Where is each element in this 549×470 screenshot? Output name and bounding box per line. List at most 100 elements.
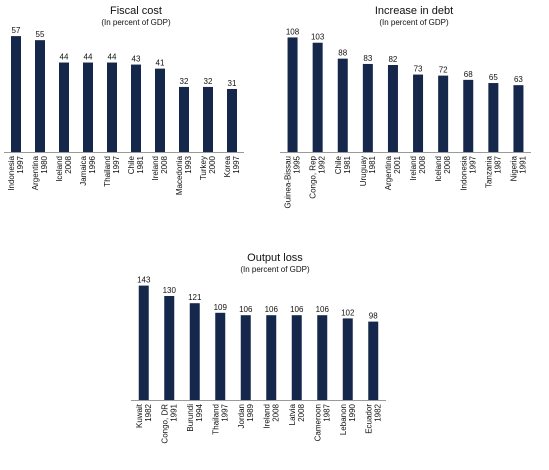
output-loss-value-label-1: 143 <box>137 276 151 285</box>
increase-in-debt-value-label-3: 88 <box>338 49 347 58</box>
increase-in-debt-subtitle: (In percent of GDP) <box>379 18 449 27</box>
output-loss-category-year-8: 1987 <box>322 403 331 421</box>
fiscal-cost-category-year-1: 1997 <box>16 155 25 173</box>
increase-in-debt-category-name-9: Tanzania <box>484 155 493 188</box>
increase-in-debt-bar-2 <box>312 42 323 153</box>
output-loss-value-label-9: 102 <box>341 308 355 317</box>
fiscal-cost-value-label-1: 57 <box>12 26 21 35</box>
fiscal-cost-category-year-8: 1993 <box>184 155 193 173</box>
increase-in-debt-category-label-10: Nigeria1991 <box>509 155 527 181</box>
output-loss-category-year-9: 1990 <box>348 403 357 421</box>
output-loss-category-year-10: 1982 <box>373 403 382 421</box>
fiscal-cost-bar-7 <box>155 68 165 152</box>
increase-in-debt-category-year-5: 2001 <box>393 155 402 173</box>
fiscal-cost-bar-4 <box>83 62 93 152</box>
increase-in-debt-category-year-1: 1995 <box>293 155 302 173</box>
increase-in-debt-category-name-4: Uruguay <box>359 156 368 186</box>
output-loss-category-year-2: 1991 <box>169 403 178 421</box>
fiscal-cost-chart: Fiscal cost (In percent of GDP) 57 Indone… <box>4 5 244 195</box>
increase-in-debt-category-label-6: Ireland2008 <box>409 155 427 180</box>
output-loss-bar-1 <box>138 285 149 400</box>
increase-in-debt-value-label-2: 103 <box>311 33 325 42</box>
fiscal-cost-category-label-5: Thailand1997 <box>103 155 121 186</box>
output-loss-category-label-8: Cameroon1987 <box>313 403 331 441</box>
increase-in-debt-category-label-4: Uruguay1981 <box>359 155 377 186</box>
increase-in-debt-category-year-7: 2008 <box>443 155 452 173</box>
increase-in-debt-category-name-1: Guinea-Bissau <box>284 156 293 208</box>
output-loss-value-label-3: 121 <box>188 293 202 302</box>
fiscal-cost-category-name-5: Thailand <box>103 156 112 187</box>
increase-in-debt-bar-8 <box>463 79 474 152</box>
fiscal-cost-category-name-10: Korea <box>223 155 232 177</box>
increase-in-debt-bar-7 <box>438 75 449 152</box>
increase-in-debt-bar-4 <box>362 63 373 153</box>
output-loss-bar-8 <box>317 315 328 400</box>
increase-in-debt-category-label-1: Guinea-Bissau1995 <box>284 155 302 208</box>
fiscal-cost-category-name-1: Indonesia <box>7 155 16 190</box>
fiscal-cost-category-label-1: Indonesia1997 <box>7 155 25 190</box>
output-loss-value-label-2: 130 <box>163 286 177 295</box>
output-loss-category-name-3: Burundi <box>186 404 195 432</box>
output-loss-category-name-4: Thailand <box>211 404 220 435</box>
fiscal-cost-category-label-6: Chile1981 <box>127 155 145 174</box>
output-loss-category-year-6: 2008 <box>271 403 280 421</box>
output-loss-value-label-5: 106 <box>239 305 253 314</box>
fiscal-cost-bar-8 <box>179 86 189 152</box>
increase-in-debt-category-year-9: 1987 <box>493 155 502 173</box>
output-loss-value-label-6: 106 <box>265 305 279 314</box>
increase-in-debt-value-label-4: 83 <box>363 54 372 63</box>
output-loss-category-label-4: Thailand1997 <box>211 403 229 434</box>
increase-in-debt-category-name-6: Ireland <box>409 156 418 180</box>
output-loss-category-name-6: Ireland <box>262 404 271 428</box>
fiscal-cost-bar-6 <box>131 64 141 152</box>
fiscal-cost-category-name-2: Argentina <box>31 155 40 190</box>
increase-in-debt-category-year-4: 1981 <box>368 155 377 173</box>
increase-in-debt-category-name-5: Argentina <box>384 155 393 190</box>
increase-in-debt-category-name-2: Congo, Rep <box>309 155 318 198</box>
increase-in-debt-bar-5 <box>387 65 398 152</box>
increase-in-debt-category-year-3: 1981 <box>343 155 352 173</box>
fiscal-cost-category-year-7: 2008 <box>160 155 169 173</box>
increase-in-debt-category-label-2: Congo, Rep1992 <box>309 155 327 198</box>
output-loss-category-label-5: Jordan1989 <box>237 403 255 428</box>
output-loss-bar-3 <box>189 303 200 400</box>
increase-in-debt-bar-6 <box>413 74 424 152</box>
output-loss-category-label-1: Kuwait1982 <box>135 403 153 428</box>
output-loss-category-name-8: Cameroon <box>313 404 322 441</box>
output-loss-bar-6 <box>266 315 277 400</box>
fiscal-cost-category-year-4: 1996 <box>88 155 97 173</box>
fiscal-cost-value-label-9: 32 <box>204 77 213 86</box>
fiscal-cost-category-name-8: Macedonia <box>175 155 184 195</box>
increase-in-debt-value-label-1: 108 <box>286 27 300 36</box>
output-loss-category-name-7: Latvia <box>288 403 297 425</box>
fiscal-cost-category-name-4: Jamaica <box>79 155 88 185</box>
increase-in-debt-category-label-9: Tanzania1987 <box>484 155 502 188</box>
output-loss-category-label-6: Ireland2008 <box>262 403 280 428</box>
fiscal-cost-category-year-10: 1997 <box>232 155 241 173</box>
fiscal-cost-category-name-6: Chile <box>127 155 136 174</box>
output-loss-category-name-2: Congo, DR <box>160 404 169 444</box>
increase-in-debt-category-label-7: Iceland2008 <box>434 155 452 181</box>
output-loss-value-label-10: 98 <box>369 312 378 321</box>
output-loss-category-year-5: 1989 <box>246 403 255 421</box>
fiscal-cost-category-label-2: Argentina1980 <box>31 155 49 190</box>
fiscal-cost-category-year-6: 1981 <box>136 155 145 173</box>
output-loss-bar-10 <box>368 321 379 400</box>
increase-in-debt-category-label-5: Argentina2001 <box>384 155 402 190</box>
output-loss-bar-5 <box>240 315 251 400</box>
increase-in-debt-category-year-6: 2008 <box>418 155 427 173</box>
fiscal-cost-category-label-7: Ireland2008 <box>151 155 169 180</box>
fiscal-cost-value-label-2: 55 <box>36 30 45 39</box>
output-loss-category-year-4: 1997 <box>220 403 229 421</box>
output-loss-bar-4 <box>215 312 226 400</box>
output-loss-bar-2 <box>164 296 175 400</box>
fiscal-cost-value-label-3: 44 <box>60 53 69 62</box>
increase-in-debt-bar-3 <box>337 58 348 152</box>
fiscal-cost-bar-1 <box>11 36 21 152</box>
increase-in-debt-bar-1 <box>287 37 298 152</box>
increase-in-debt-category-year-10: 1991 <box>518 155 527 173</box>
increase-in-debt-bar-9 <box>488 83 499 152</box>
fiscal-cost-value-label-10: 31 <box>228 79 237 88</box>
output-loss-value-label-7: 106 <box>290 305 304 314</box>
increase-in-debt-category-name-7: Iceland <box>434 156 443 182</box>
